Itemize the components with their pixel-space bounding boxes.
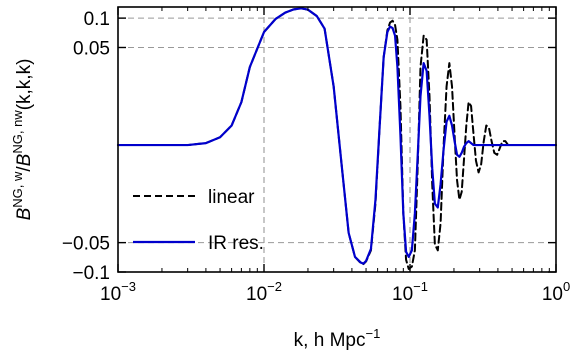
y-axis-title-part: NG, nw	[10, 110, 25, 154]
x-axis-title: k, h Mpc−1	[294, 326, 381, 351]
y-tick-label: −0.1	[72, 263, 110, 284]
y-tick-label: −0.05	[62, 234, 110, 255]
x-tick-label: 10−3	[100, 279, 136, 305]
y-axis-title-part: B	[14, 153, 35, 166]
x-axis-title-exponent: −1	[365, 326, 380, 341]
y-axis: 0.1 0.05 −0.05 −0.1	[62, 9, 556, 284]
y-tick-label: 0.05	[73, 38, 110, 59]
y-axis-title-part: B	[14, 207, 35, 220]
x-axis-title-text: k, h Mpc	[294, 330, 366, 351]
x-tick-exponent: −2	[267, 279, 282, 294]
y-axis-title-part: NG, w	[10, 171, 25, 208]
x-tick-base: 10	[542, 284, 563, 305]
x-tick-label: 100	[542, 279, 570, 305]
y-tick-label: 0.1	[84, 9, 110, 30]
y-axis-title-part: /	[14, 166, 35, 172]
x-tick-label: 10−1	[392, 279, 428, 305]
x-tick-exponent: −3	[121, 279, 136, 294]
legend: linear IR res.	[133, 187, 264, 254]
x-axis: 10−3 10−2 10−1 100	[100, 7, 570, 305]
legend-label-linear: linear	[208, 187, 255, 208]
series-line-ir-res	[116, 7, 558, 265]
legend-label-ir-res: IR res.	[208, 233, 264, 254]
x-tick-base: 10	[246, 284, 267, 305]
y-axis-title-part: (k,k,k)	[14, 59, 35, 111]
x-tick-exponent: 0	[563, 279, 570, 294]
x-tick-exponent: −1	[413, 279, 428, 294]
series-layer	[116, 7, 558, 270]
x-tick-base: 10	[392, 284, 413, 305]
y-axis-title: BNG, w/BNG, nw(k,k,k)	[10, 59, 35, 221]
plot-frame	[117, 6, 557, 273]
x-tick-label: 10−2	[246, 279, 282, 305]
x-tick-base: 10	[100, 284, 121, 305]
